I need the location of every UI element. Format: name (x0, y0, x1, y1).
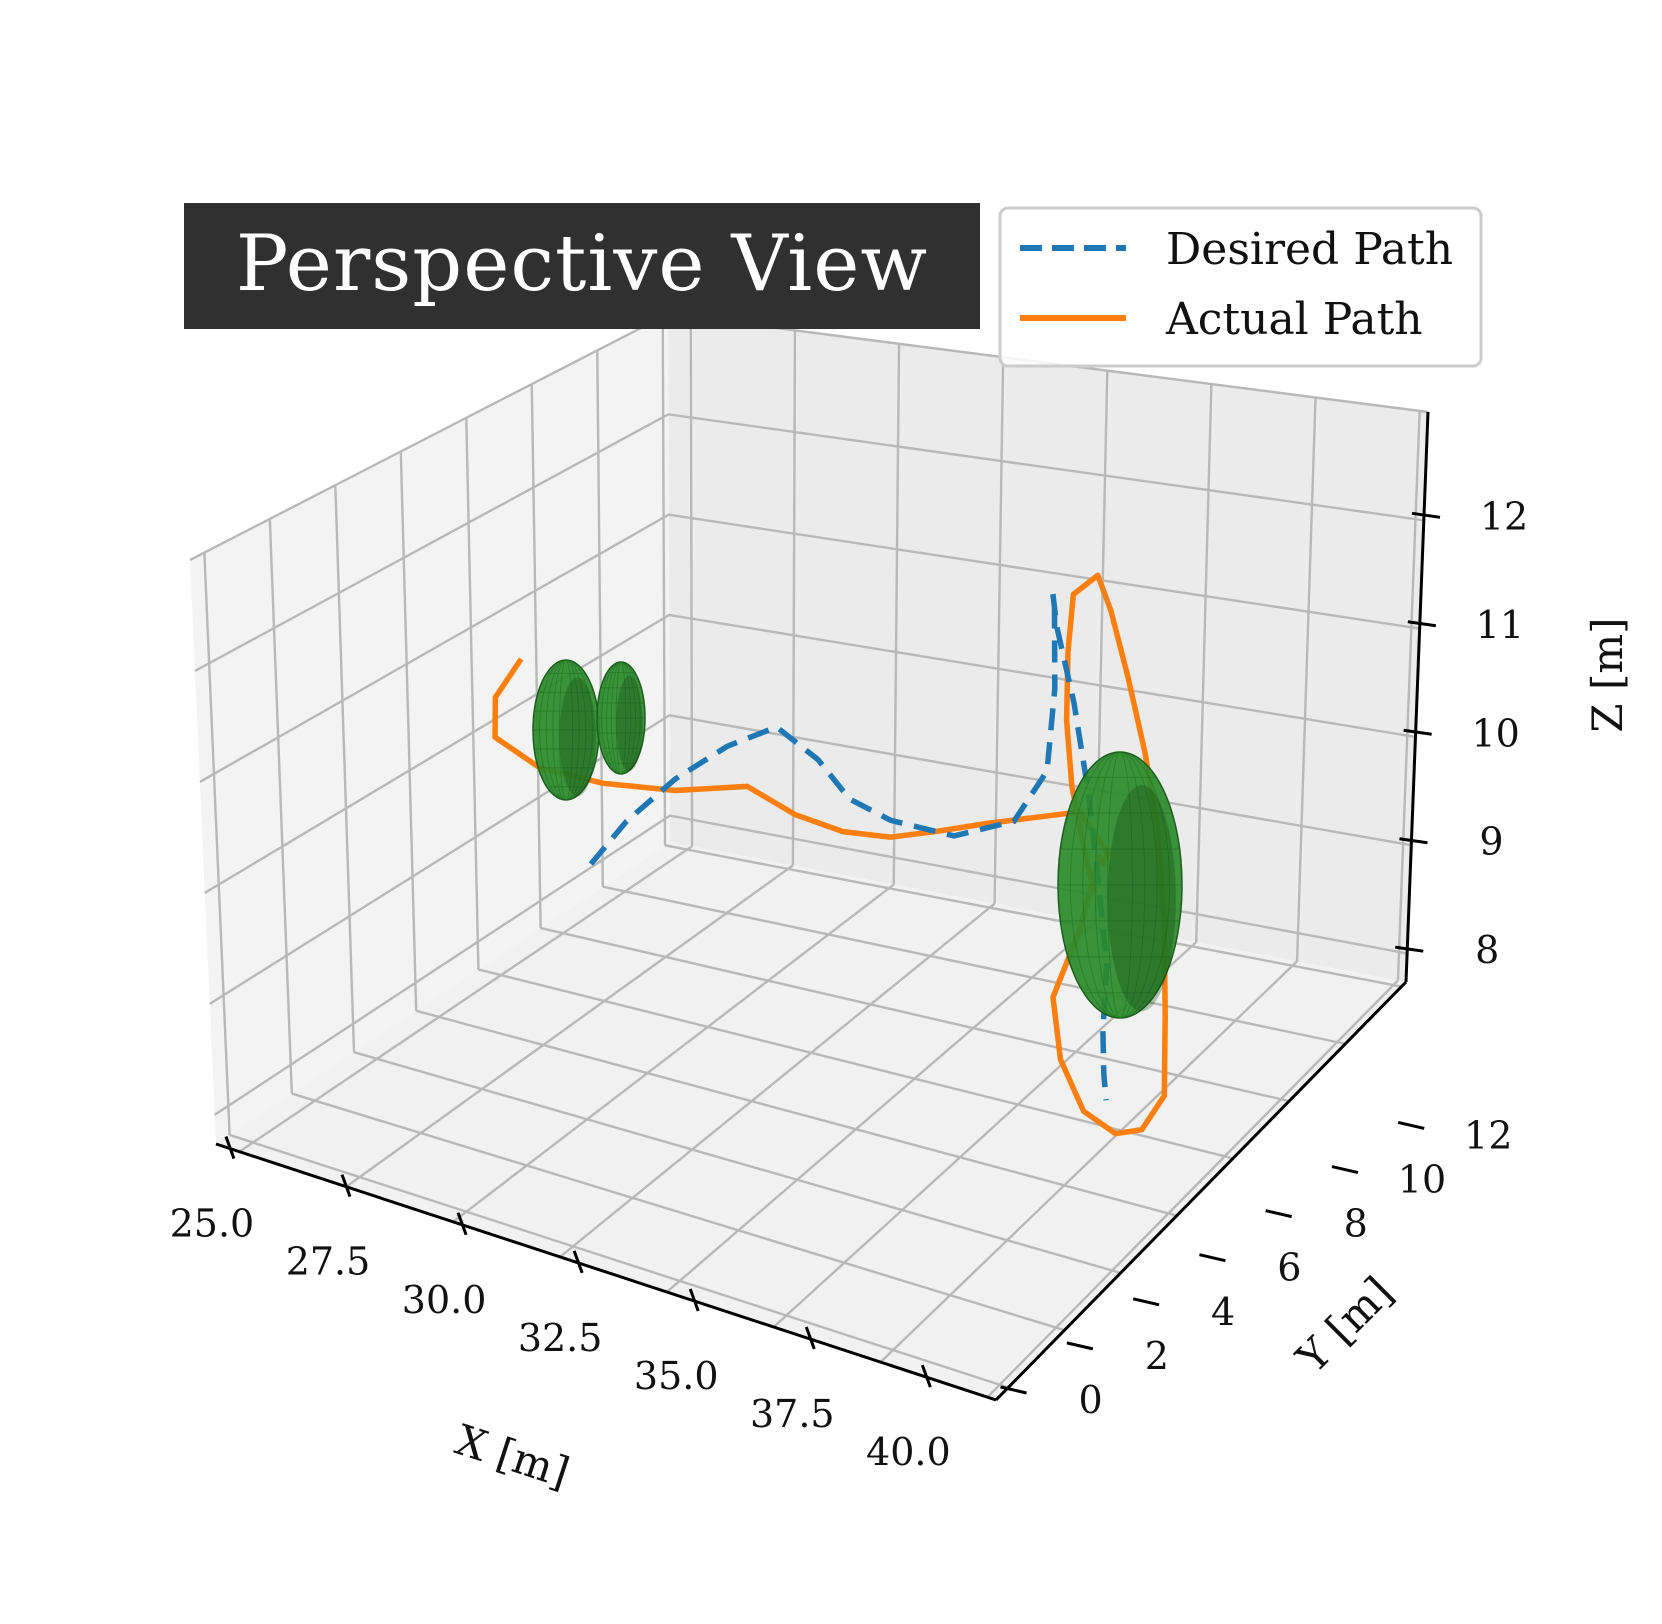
grid-line (530, 384, 542, 929)
axis-panes (190, 314, 1428, 1400)
z-tick-mark (1411, 511, 1441, 519)
obstacle-shade (616, 676, 643, 772)
series-layer (492, 572, 1183, 1137)
x-tick-label: 40.0 (866, 1430, 951, 1474)
z-axis-label: Z [m] (1583, 617, 1632, 732)
z-tick-mark (1399, 837, 1428, 845)
legend-label-desired: Desired Path (1166, 224, 1453, 275)
obstacle-ellipsoid (596, 661, 646, 775)
grid-line (791, 330, 797, 866)
x-axis-label: X [m] (450, 1415, 575, 1497)
x-tick-label: 27.5 (286, 1240, 371, 1284)
grid-line (204, 613, 1416, 894)
x-tick-mark (456, 1212, 468, 1236)
obstacle-ellipsoid (1057, 751, 1183, 1019)
grid-line (268, 518, 294, 1094)
obstacle-shade (559, 677, 596, 797)
obstacle-shade (1107, 785, 1176, 1012)
x-tick-mark (920, 1364, 932, 1388)
legend: Desired Path Actual Path (998, 206, 1483, 368)
y-tick-mark (1397, 1120, 1425, 1130)
z-tick-mark (1403, 728, 1432, 736)
grid-line (664, 844, 1402, 988)
grid-line (596, 350, 605, 887)
grid-line (1195, 384, 1213, 943)
chart-title: Perspective View (236, 219, 928, 309)
y-tick-label: 6 (1277, 1246, 1301, 1290)
y-tick-mark (1199, 1253, 1226, 1263)
z-tick-mark (1395, 945, 1424, 953)
grid-line (1295, 397, 1317, 962)
x-tick-mark (804, 1326, 816, 1350)
y-tick-label: 4 (1211, 1290, 1235, 1334)
y-tick-label: 8 (1344, 1202, 1368, 1246)
grid-line (661, 316, 667, 846)
grid-line (415, 1009, 1178, 1217)
grid-line (229, 1133, 1009, 1389)
z-tick-label: 10 (1471, 711, 1519, 755)
x-tick-label: 32.5 (518, 1316, 603, 1360)
z-tick-label: 8 (1475, 928, 1499, 972)
x-tick-label: 30.0 (402, 1278, 487, 1322)
y-tick-label: 2 (1145, 1334, 1169, 1378)
grid-line (1396, 410, 1421, 981)
grid-line (993, 357, 1005, 904)
title-box: Perspective View (184, 203, 980, 329)
pane-left (190, 314, 670, 1144)
y-tick-mark (1132, 1297, 1160, 1307)
y-axis-line (994, 980, 1408, 1402)
x-tick-mark (340, 1174, 352, 1198)
x-tick-label: 35.0 (634, 1354, 719, 1398)
z-tick-mark (1407, 620, 1437, 628)
grid-line (892, 343, 901, 885)
desired-path-line (588, 593, 1110, 1101)
x-tick-mark (572, 1250, 584, 1274)
grid-line (203, 552, 231, 1135)
x-tick-mark (688, 1288, 700, 1312)
grid-line (194, 413, 1424, 673)
z-tick-label: 9 (1479, 820, 1503, 864)
z-axis-line (1404, 411, 1430, 983)
y-tick-label: 12 (1464, 1113, 1512, 1157)
legend-label-actual: Actual Path (1165, 294, 1423, 345)
grid-line (689, 316, 694, 847)
y-axis-label: Y [m] (1287, 1267, 1403, 1383)
y-tick-mark (1066, 1341, 1094, 1351)
y-tick-label: 0 (1078, 1378, 1102, 1422)
actual-path-line (492, 572, 1168, 1137)
z-tick-label: 12 (1480, 494, 1528, 538)
y-tick-mark (1000, 1385, 1027, 1395)
grid-line (399, 451, 418, 1011)
y-tick-mark (1331, 1165, 1359, 1175)
grid-line (199, 513, 1420, 783)
x-tick-label: 25.0 (170, 1202, 255, 1246)
grid-lines (189, 312, 1429, 1399)
obstacle-ellipsoid (532, 659, 600, 801)
grid-line (334, 485, 356, 1053)
grid-line (465, 417, 480, 970)
x-tick-mark (224, 1136, 236, 1160)
z-ticks: 8 9 10 11 12 (1395, 494, 1528, 972)
grid-line (353, 1051, 1121, 1275)
y-tick-label: 10 (1398, 1158, 1446, 1202)
y-tick-mark (1265, 1209, 1293, 1219)
grid-line (291, 1092, 1065, 1332)
z-tick-label: 11 (1476, 603, 1524, 647)
x-ticks: 25.0 27.5 30.0 32.5 35.0 37.5 40.0 (170, 1136, 951, 1474)
grid-line (602, 885, 1346, 1046)
x-tick-label: 37.5 (750, 1392, 835, 1436)
